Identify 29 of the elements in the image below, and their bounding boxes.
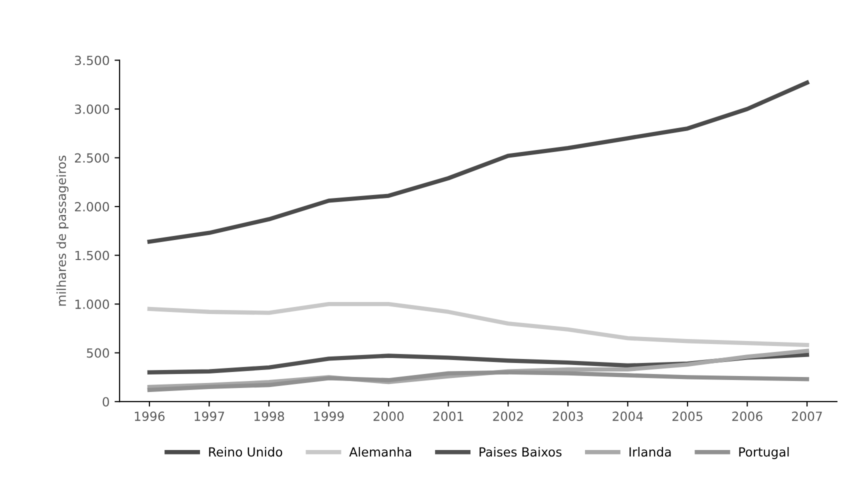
x-tick-label: 2003 — [552, 412, 583, 421]
x-tick-label: 1997 — [194, 412, 224, 421]
x-tick-label: 2005 — [672, 412, 702, 421]
y-axis-title: milhares de passageiros — [56, 156, 68, 306]
x-tick-label: 1999 — [314, 412, 344, 421]
legend-label: Alemanha — [349, 446, 412, 457]
legend-label: Portugal — [739, 446, 789, 460]
y-tick-label: 3.500 — [75, 56, 110, 66]
legend-label: Paises Baixos — [480, 446, 562, 457]
y-tick-label: 1.500 — [75, 250, 110, 260]
y-tick-label: 500 — [86, 348, 110, 358]
line-series — [147, 302, 810, 348]
legend-label: Reino Unido — [209, 446, 282, 457]
y-tick-label: 3.000 — [75, 104, 110, 114]
x-tick-label: 2007 — [792, 412, 822, 421]
x-tick-label: 2006 — [732, 412, 762, 421]
line-series — [147, 370, 810, 392]
y-tick-label: 2.000 — [74, 202, 110, 212]
y-tick-label: 0 — [102, 397, 110, 407]
x-tick-label: 1998 — [254, 412, 284, 421]
y-tick-label: 1.000 — [75, 300, 110, 309]
x-tick-label: 1996 — [134, 412, 165, 421]
y-tick-label: 2.500 — [74, 153, 110, 163]
x-tick-label: 2002 — [493, 412, 523, 421]
legend-label: Irlanda — [630, 446, 671, 457]
x-tick-label: 2001 — [433, 412, 464, 421]
x-tick-label: 2000 — [374, 412, 404, 421]
line-series — [147, 80, 810, 244]
x-tick-label: 2004 — [612, 412, 643, 421]
